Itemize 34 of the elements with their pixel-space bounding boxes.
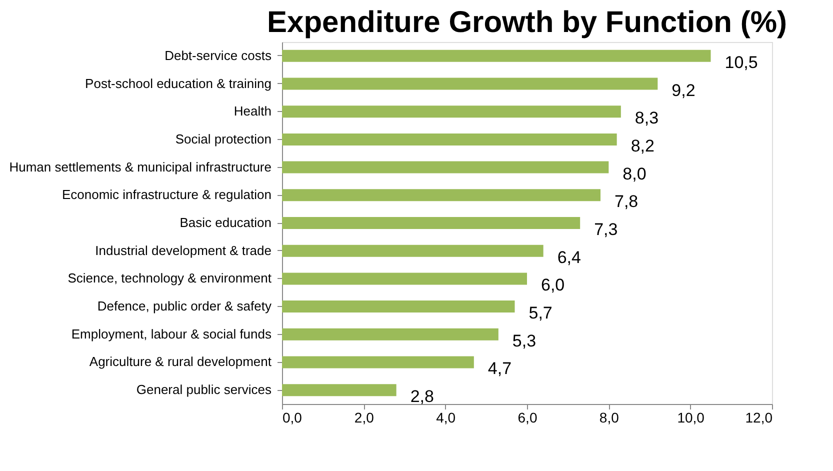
- data-label: 2,8: [410, 387, 434, 406]
- data-label: 4,7: [488, 359, 512, 378]
- chart-title: Expenditure Growth by Function (%): [267, 6, 787, 39]
- y-tick-label: Human settlements & municipal infrastructure: [9, 159, 272, 174]
- data-label: 6,0: [541, 276, 565, 295]
- y-tick-label: Defence, public order & safety: [97, 298, 272, 314]
- x-tick-label: 2,0: [354, 410, 374, 426]
- data-label: 8,3: [634, 108, 659, 128]
- data-label: 5,3: [512, 331, 536, 350]
- y-tick-label: Economic infrastructure & regulation: [62, 187, 272, 202]
- x-tick-label: 0,0: [282, 410, 302, 426]
- x-tick-label: 8,0: [599, 410, 620, 426]
- x-tick-label: 4,0: [436, 410, 456, 426]
- data-label: 10,5: [724, 52, 758, 72]
- data-label: 8,2: [630, 136, 654, 156]
- data-label: 5,7: [528, 304, 552, 323]
- y-tick-label: Debt-service costs: [164, 48, 272, 63]
- x-tick-label: 6,0: [518, 410, 538, 426]
- data-label: 7,8: [614, 192, 638, 212]
- y-tick-label: General public services: [136, 382, 272, 398]
- data-label: 6,4: [557, 248, 581, 267]
- data-label: 7,3: [594, 220, 618, 239]
- y-tick-label: Agriculture & rural development: [89, 354, 272, 370]
- y-tick-label: Science, technology & environment: [68, 270, 272, 286]
- y-tick-label: Social protection: [175, 131, 272, 146]
- x-tick-label: 12,0: [745, 410, 773, 426]
- y-tick-label: Basic education: [180, 215, 272, 230]
- y-tick-label: Employment, labour & social funds: [71, 326, 272, 342]
- data-label: 9,2: [672, 80, 696, 100]
- x-tick-label: 10,0: [677, 410, 705, 426]
- y-tick-label: Post-school education & training: [85, 76, 272, 91]
- y-tick-label: Industrial development & trade: [95, 242, 272, 258]
- y-tick-label: Health: [234, 104, 272, 119]
- data-label: 8,0: [622, 164, 646, 184]
